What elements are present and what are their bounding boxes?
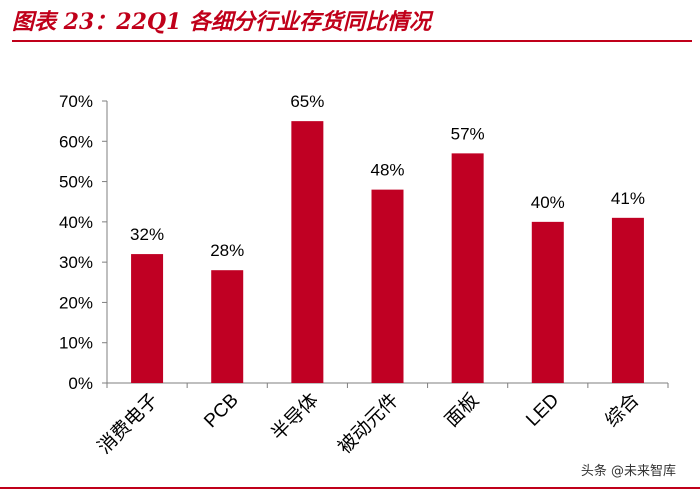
y-tick-label: 20% <box>59 293 93 312</box>
y-tick-label: 70% <box>59 92 93 111</box>
x-tick-label: 消费电子 <box>93 389 162 458</box>
x-tick-label: 综合 <box>601 389 643 431</box>
y-tick-label: 60% <box>59 132 93 151</box>
data-label: 41% <box>611 189 645 208</box>
bar <box>291 121 324 384</box>
y-tick-label: 40% <box>59 213 93 232</box>
bar <box>371 189 404 383</box>
x-tick-label: LED <box>522 390 563 431</box>
data-label: 48% <box>370 161 404 180</box>
y-tick-label: 50% <box>59 173 93 192</box>
x-tick-label: 面板 <box>441 389 483 431</box>
data-label: 28% <box>210 241 244 260</box>
bar <box>131 254 164 383</box>
y-tick-label: 30% <box>59 253 93 272</box>
data-label: 57% <box>451 124 485 143</box>
x-tick-label: PCB <box>200 390 242 432</box>
bar <box>531 221 564 383</box>
title-divider <box>12 40 692 42</box>
y-tick-label: 0% <box>68 374 93 393</box>
data-label: 65% <box>290 92 324 111</box>
data-label: 40% <box>531 193 565 212</box>
y-tick-label: 10% <box>59 334 93 353</box>
bar <box>211 270 244 383</box>
watermark: 头条 @未来智库 <box>578 460 678 479</box>
bar <box>451 153 484 383</box>
bar <box>611 217 644 383</box>
x-tick-label: 半导体 <box>267 389 323 445</box>
chart-title: 图表 23：22Q1 各细分行业存货同比情况 <box>12 9 432 35</box>
data-label: 32% <box>130 225 164 244</box>
bottom-divider <box>0 487 700 489</box>
x-tick-label: 被动元件 <box>334 389 403 458</box>
